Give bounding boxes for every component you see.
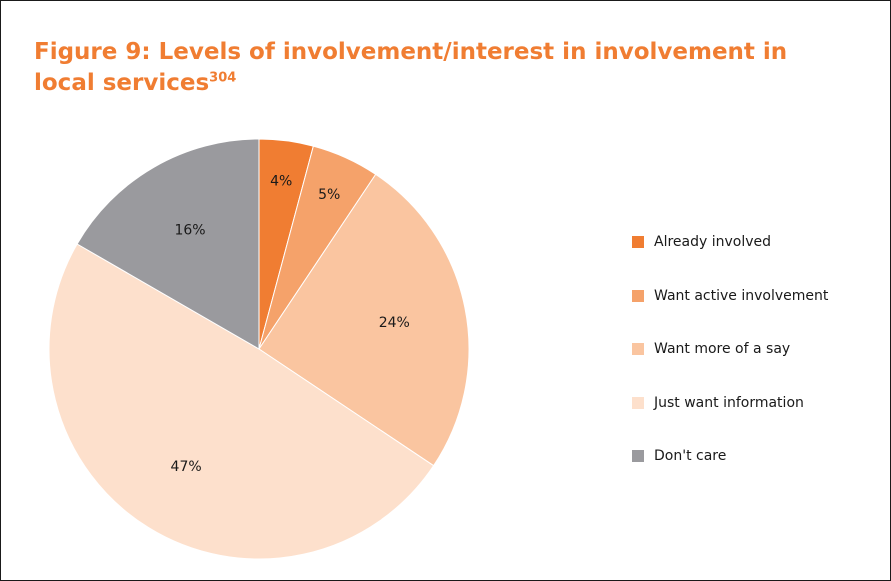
legend-item-want-active-involvement: Want active involvement	[632, 286, 828, 340]
legend-label: Don't care	[654, 448, 727, 464]
legend-label: Just want information	[654, 394, 804, 411]
legend-swatch	[632, 236, 644, 248]
data-label-just-want-information: 47%	[171, 459, 202, 475]
legend-label: Already involved	[654, 234, 772, 250]
chart-legend: Already involved Want active involvement…	[632, 232, 828, 500]
legend-item-dont-care: Don't care	[632, 446, 828, 500]
legend-item-already-involved: Already involved	[632, 232, 828, 286]
data-label-want-more-of-a-say: 24%	[379, 315, 410, 331]
slice-dont-care	[76, 138, 260, 350]
legend-swatch	[632, 343, 644, 355]
legend-item-want-more-of-a-say: Want more of a say	[632, 339, 828, 393]
legend-swatch	[632, 396, 644, 409]
legend-swatch	[632, 289, 644, 302]
slice-just-want-information	[48, 243, 435, 560]
data-label-already-involved: 4%	[270, 174, 292, 190]
legend-label: Want more of a say	[654, 341, 791, 357]
data-label-dont-care: 16%	[174, 223, 205, 239]
legend-swatch	[632, 450, 644, 462]
figure-title: Figure 9: Levels of involvement/interest…	[34, 37, 814, 99]
data-label-want-active-involvement: 5%	[318, 187, 340, 203]
legend-label: Want active involvement	[654, 287, 829, 304]
figure-title-footnote-ref: 304	[209, 70, 237, 86]
figure-title-text: Figure 9: Levels of involvement/interest…	[34, 39, 788, 96]
slice-want-more-of-a-say	[258, 173, 470, 467]
legend-item-just-want-information: Just want information	[632, 393, 828, 447]
